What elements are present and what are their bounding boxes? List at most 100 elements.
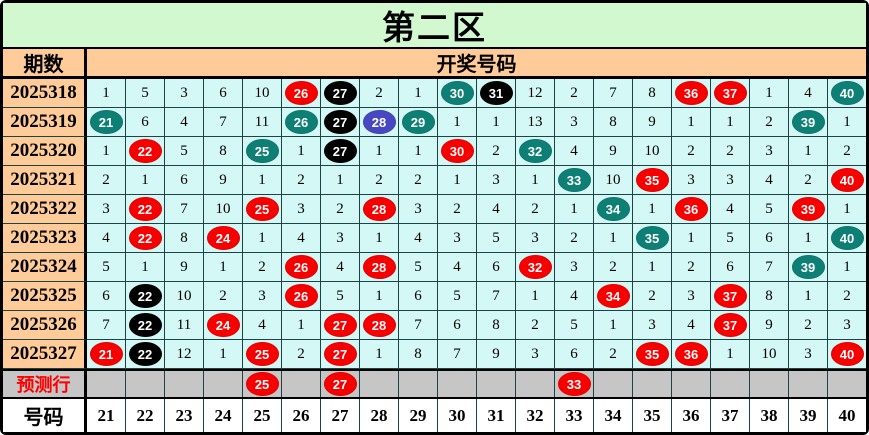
prediction-cell (516, 371, 555, 397)
number-cell: 11 (165, 311, 204, 340)
number-cell: 7 (204, 108, 243, 137)
prediction-cell (399, 371, 438, 397)
drawn-ball-red: 35 (635, 168, 669, 192)
number-cell: 3 (87, 195, 126, 224)
number-cell: 2 (555, 79, 594, 108)
number-cell: 37 (711, 282, 750, 311)
number-cell: 1 (360, 137, 399, 166)
number-cell: 24 (204, 224, 243, 253)
number-cell: 2 (516, 195, 555, 224)
drawn-ball-red: 28 (362, 197, 396, 221)
number-cell: 1 (438, 166, 477, 195)
number-cell: 3 (243, 282, 282, 311)
drawn-ball-teal: 30 (440, 81, 474, 105)
drawn-ball-black: 27 (323, 139, 357, 163)
number-cell: 8 (165, 224, 204, 253)
number-cell: 35 (633, 224, 672, 253)
number-cell: 10 (594, 166, 633, 195)
number-cell: 26 (282, 282, 321, 311)
number-cell: 3 (321, 224, 360, 253)
drawn-ball-red: 22 (128, 197, 162, 221)
number-cell: 1 (243, 224, 282, 253)
number-cell: 8 (204, 137, 243, 166)
number-cell: 3 (282, 195, 321, 224)
number-cell: 5 (165, 137, 204, 166)
prediction-cell (633, 371, 672, 397)
number-cell: 3 (555, 253, 594, 282)
prediction-cell (477, 371, 516, 397)
number-cell: 2 (633, 282, 672, 311)
drawn-ball-red: 22 (128, 139, 162, 163)
number-cell: 30 (438, 79, 477, 108)
number-cell: 1 (399, 79, 438, 108)
number-cell: 1 (828, 195, 866, 224)
footer-numbers-row: 号码 21 22 23 24 25 26 27 28 29 30 31 32 33 34 35 36 37 38 3… (3, 399, 866, 432)
number-cell: 4 (321, 253, 360, 282)
number-cell: 1 (516, 166, 555, 195)
number-cell: 4 (243, 311, 282, 340)
number-cell: 2 (828, 282, 866, 311)
number-cell: 2 (204, 282, 243, 311)
drawn-ball-red: 36 (674, 342, 708, 366)
number-cell: 28 (360, 195, 399, 224)
number-cell: 10 (243, 79, 282, 108)
number-cell: 1 (438, 108, 477, 137)
number-cell: 26 (282, 79, 321, 108)
number-cell: 7 (750, 253, 789, 282)
number-cell: 2 (555, 224, 594, 253)
drawn-ball-black: 22 (128, 284, 162, 308)
number-cell: 3 (165, 79, 204, 108)
drawn-ball-red: 24 (206, 313, 240, 337)
number-cell: 36 (672, 79, 711, 108)
period-cell: 2025324 (3, 253, 87, 282)
number-cell: 6 (399, 282, 438, 311)
number-cell: 1 (360, 224, 399, 253)
number-cell: 6 (438, 311, 477, 340)
number-cell: 3 (828, 311, 866, 340)
number-cell: 31 (477, 79, 516, 108)
number-cell: 2 (672, 253, 711, 282)
number-cell: 1 (633, 253, 672, 282)
number-cell: 5 (750, 195, 789, 224)
prediction-cell: 25 (243, 371, 282, 397)
number-cell: 5 (711, 224, 750, 253)
drawn-ball-red: 26 (284, 284, 318, 308)
number-cell: 22 (126, 224, 165, 253)
number-cell: 36 (672, 340, 711, 369)
table-row: 2025327 21 22 12 1 25 2 27 1 8 7 9 3 6 2 35 36 1 10 3 40 (3, 340, 866, 369)
drawn-ball-red: 25 (245, 197, 279, 221)
table-header-row: 期数 开奖号码 (3, 49, 866, 79)
drawn-ball-red: 36 (674, 81, 708, 105)
table-row: 2025323 4 22 8 24 1 4 3 1 4 3 5 3 2 1 35 1 5 6 1 40 (3, 224, 866, 253)
number-cell: 2 (282, 166, 321, 195)
number-cell: 2 (750, 108, 789, 137)
period-cell: 2025319 (3, 108, 87, 137)
number-cell: 1 (360, 340, 399, 369)
period-cell: 2025320 (3, 137, 87, 166)
drawn-ball-red: 22 (128, 226, 162, 250)
prediction-row: 预测行 25 27 33 (3, 369, 866, 399)
number-cell: 27 (321, 108, 360, 137)
footer-number-cell: 22 (126, 399, 165, 432)
number-cell: 34 (594, 282, 633, 311)
number-cell: 1 (87, 137, 126, 166)
drawn-ball-teal: 40 (830, 226, 864, 250)
number-cell: 6 (204, 79, 243, 108)
number-cell: 5 (438, 282, 477, 311)
footer-number-cell: 21 (87, 399, 126, 432)
number-cell: 21 (87, 108, 126, 137)
table-row: 2025321 2 1 6 9 1 2 1 2 2 1 3 1 33 10 35 3 3 4 2 40 (3, 166, 866, 195)
drawn-ball-red: 39 (791, 197, 825, 221)
drawn-ball-teal: 32 (518, 139, 552, 163)
number-cell: 9 (477, 340, 516, 369)
drawn-ball-blue: 28 (362, 110, 396, 134)
number-cell: 39 (789, 108, 828, 137)
drawn-ball-red: 28 (362, 255, 396, 279)
number-cell: 2 (477, 137, 516, 166)
number-cell: 28 (360, 108, 399, 137)
number-cell: 32 (516, 253, 555, 282)
drawn-ball-red: 40 (830, 342, 864, 366)
number-cell: 22 (126, 137, 165, 166)
number-cell: 3 (555, 108, 594, 137)
